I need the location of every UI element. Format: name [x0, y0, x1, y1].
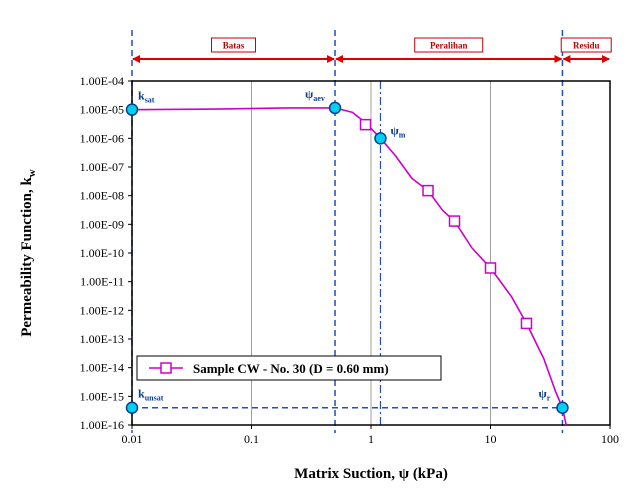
y-tick-label: 1.00E-10 — [80, 246, 124, 260]
series-marker — [484, 262, 497, 274]
zone-label: Batas — [223, 41, 245, 51]
y-axis-title-main: Permeability Function, k — [19, 177, 35, 337]
series-marker — [448, 215, 461, 227]
key-point-symbol: k — [138, 89, 145, 103]
zone-label: Peralihan — [430, 41, 468, 51]
zone-annotations: Batas Peralihan Residu — [132, 37, 612, 63]
key-point-marker — [328, 101, 342, 115]
key-point-label: ψm — [390, 123, 405, 139]
key-point-subscript: unsat — [145, 394, 164, 403]
y-tick-label: 1.00E-06 — [80, 131, 124, 145]
key-point-label: ksat — [138, 89, 155, 105]
x-tick-label: 0.1 — [244, 432, 259, 446]
key-point-subscript: sat — [145, 96, 155, 105]
y-axis-ticks: 1.00E-04 1.00E-05 1.00E-06 1.00E-07 1.00E-08… — [80, 74, 132, 432]
series-marker — [520, 317, 533, 330]
x-axis-title: Matrix Suction, ψ (kPa) — [294, 466, 448, 482]
legend-entry-label: Sample CW - No. 30 (D = 0.60 mm) — [193, 361, 389, 376]
y-tick-label: 1.00E-09 — [80, 217, 124, 231]
x-tick-label: 0.01 — [122, 432, 143, 446]
y-axis-title: Permeability Function, kw — [19, 169, 38, 337]
y-tick-label: 1.00E-07 — [80, 160, 124, 174]
y-tick-label: 1.00E-15 — [80, 389, 124, 403]
x-tick-label: 1 — [368, 432, 374, 446]
key-point-symbol: ψ — [538, 387, 547, 401]
y-tick-label: 1.00E-16 — [80, 418, 124, 432]
x-tick-label: 10 — [485, 432, 497, 446]
legend-marker-swatch — [160, 362, 172, 374]
key-point-label: ψr — [538, 387, 550, 403]
series-marker — [422, 184, 434, 197]
y-tick-label: 1.00E-08 — [80, 189, 124, 203]
key-point-symbol: k — [138, 387, 145, 401]
y-tick-label: 1.00E-13 — [80, 332, 124, 346]
key-point-symbol: ψ — [390, 123, 399, 137]
key-point-subscript: m — [399, 130, 406, 139]
legend: Sample CW - No. 30 (D = 0.60 mm) — [136, 355, 442, 381]
y-axis-title-sub: w — [26, 169, 38, 177]
key-point-subscript: r — [547, 394, 551, 403]
key-point-symbol: ψ — [305, 87, 314, 101]
zone-label-box — [211, 37, 257, 53]
y-tick-label: 1.00E-12 — [80, 303, 124, 317]
legend-box — [136, 355, 442, 381]
key-point-label: kunsat — [138, 387, 164, 403]
x-axis-ticks: 0.01 0.1 1 10 100 — [122, 425, 619, 446]
x-tick-label: 100 — [601, 432, 619, 446]
key-point-marker — [556, 401, 569, 414]
zone-label: Residu — [573, 41, 600, 51]
zone-label-box — [560, 37, 612, 53]
y-tick-label: 1.00E-11 — [80, 275, 124, 289]
series-marker — [359, 118, 372, 131]
y-tick-label: 1.00E-14 — [80, 361, 124, 375]
y-tick-label: 1.00E-04 — [80, 74, 124, 88]
key-point-marker — [374, 132, 387, 145]
zone-label-box — [414, 37, 484, 53]
key-point-marker — [125, 401, 139, 414]
key-point-label: ψaev — [305, 87, 325, 103]
key-point-subscript: aev — [313, 94, 325, 103]
key-point-marker — [125, 103, 139, 116]
y-tick-label: 1.00E-05 — [80, 103, 124, 117]
